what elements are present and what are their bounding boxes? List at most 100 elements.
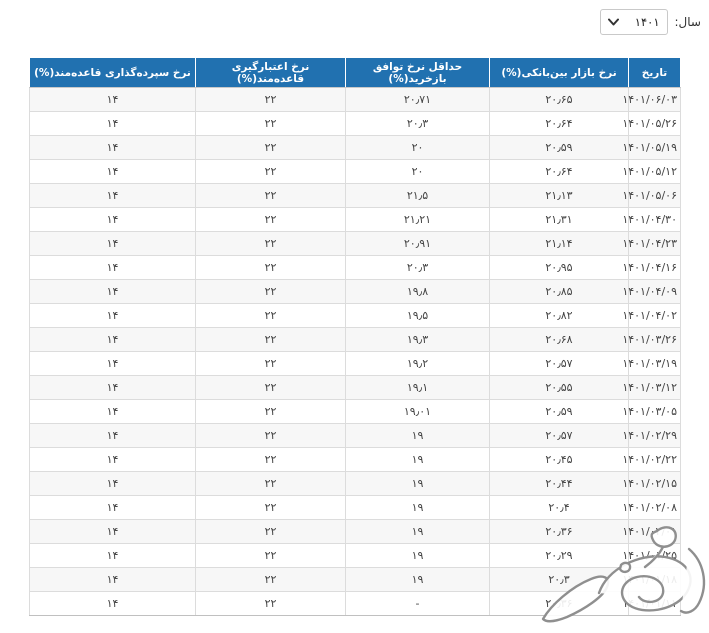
cell-date: ۱۴۰۱/۰۵/۲۶ xyxy=(622,111,681,136)
table-body: ۱۴۰۱/۰۶/۰۳ ۲۰٫۶۵ ۲۰٫۷۱ ۲۲ ۱۴ ۱۴۰۱/۰۵/۲۶ ۲۰٫۶۴ ۲… xyxy=(29,87,681,616)
table-row: ۱۴۰۱/۰۳/۱۹ ۲۰٫۵۷ ۱۹٫۲ ۲۲ ۱۴ xyxy=(29,351,681,376)
cell-regulated-credit-rate: ۲۲ xyxy=(195,255,346,280)
cell-interbank-rate: ۲۰٫۳ xyxy=(489,567,629,592)
cell-date: ۱۴۰۱/۰۱/۱۸ xyxy=(622,567,681,592)
year-value: ۱۴۰۱ xyxy=(634,15,660,29)
cell-regulated-credit-rate: ۲۲ xyxy=(195,207,346,232)
cell-interbank-rate: ۲۰٫۸۵ xyxy=(489,279,629,304)
cell-min-repo-rate: ۲۰٫۹۱ xyxy=(345,231,490,256)
table-row: ۱۴۰۱/۰۴/۰۲ ۲۰٫۸۲ ۱۹٫۵ ۲۲ ۱۴ xyxy=(29,303,681,328)
cell-regulated-credit-rate: ۲۲ xyxy=(195,279,346,304)
cell-min-repo-rate: ۲۱٫۵ xyxy=(345,183,490,208)
table-row: ۱۴۰۱/۰۵/۰۶ ۲۱٫۱۳ ۲۱٫۵ ۲۲ ۱۴ xyxy=(29,183,681,208)
cell-regulated-credit-rate: ۲۲ xyxy=(195,519,346,544)
cell-min-repo-rate: - xyxy=(345,591,490,616)
cell-min-repo-rate: ۱۹ xyxy=(345,471,490,496)
year-label: سال: xyxy=(674,15,701,29)
table-row: ۱۴۰۱/۰۲/۱۵ ۲۰٫۴۴ ۱۹ ۲۲ ۱۴ xyxy=(29,471,681,496)
cell-interbank-rate: ۲۰٫۶۴ xyxy=(489,159,629,184)
cell-regulated-deposit-rate: ۱۴ xyxy=(29,135,196,160)
cell-regulated-deposit-rate: ۱۴ xyxy=(29,519,196,544)
table-row: ۱۴۰۱/۰۲/۰۱ ۲۰٫۳۶ ۱۹ ۲۲ ۱۴ xyxy=(29,519,681,544)
cell-regulated-deposit-rate: ۱۴ xyxy=(29,279,196,304)
table-row: ۱۴۰۱/۰۴/۰۹ ۲۰٫۸۵ ۱۹٫۸ ۲۲ ۱۴ xyxy=(29,279,681,304)
header-regulated-deposit-rate: نرخ سپرده‌گذاری قاعده‌مند(%) xyxy=(29,57,196,88)
cell-regulated-credit-rate: ۲۲ xyxy=(195,495,346,520)
cell-interbank-rate: ۲۰٫۵۹ xyxy=(489,135,629,160)
cell-regulated-credit-rate: ۲۲ xyxy=(195,591,346,616)
cell-date: ۱۴۰۱/۰۵/۱۹ xyxy=(622,135,681,160)
cell-regulated-deposit-rate: ۱۴ xyxy=(29,303,196,328)
table-row: ۱۴۰۱/۰۱/۲۵ ۲۰٫۲۹ ۱۹ ۲۲ ۱۴ xyxy=(29,543,681,568)
cell-regulated-credit-rate: ۲۲ xyxy=(195,159,346,184)
cell-regulated-credit-rate: ۲۲ xyxy=(195,399,346,424)
cell-date: ۱۴۰۱/۰۴/۰۹ xyxy=(622,279,681,304)
cell-regulated-credit-rate: ۲۲ xyxy=(195,183,346,208)
cell-min-repo-rate: ۲۰٫۳ xyxy=(345,111,490,136)
cell-min-repo-rate: ۲۱٫۲۱ xyxy=(345,207,490,232)
cell-regulated-deposit-rate: ۱۴ xyxy=(29,159,196,184)
cell-regulated-deposit-rate: ۱۴ xyxy=(29,567,196,592)
cell-interbank-rate: ۲۰٫۴۴ xyxy=(489,471,629,496)
cell-date: ۱۴۰۱/۰۴/۳۰ xyxy=(622,207,681,232)
table-row: ۱۴۰۱/۰۱/۱۱ ۲۰٫۳۶-۲۲ ۱۴ xyxy=(29,591,681,616)
cell-interbank-rate: ۲۱٫۱۳ xyxy=(489,183,629,208)
cell-date: ۱۴۰۱/۰۲/۲۹ xyxy=(622,423,681,448)
cell-date: ۱۴۰۱/۰۲/۲۲ xyxy=(622,447,681,472)
cell-regulated-credit-rate: ۲۲ xyxy=(195,567,346,592)
cell-date: ۱۴۰۱/۰۳/۲۶ xyxy=(622,327,681,352)
cell-date: ۱۴۰۱/۰۴/۱۶ xyxy=(622,255,681,280)
cell-interbank-rate: ۲۰٫۴ xyxy=(489,495,629,520)
cell-regulated-credit-rate: ۲۲ xyxy=(195,447,346,472)
table-row: ۱۴۰۱/۰۵/۲۶ ۲۰٫۶۴ ۲۰٫۳ ۲۲ ۱۴ xyxy=(29,111,681,136)
cell-min-repo-rate: ۲۰ xyxy=(345,135,490,160)
cell-interbank-rate: ۲۰٫۶۴ xyxy=(489,111,629,136)
table-row: ۱۴۰۱/۰۵/۱۲ ۲۰٫۶۴ ۲۰ ۲۲ ۱۴ xyxy=(29,159,681,184)
cell-min-repo-rate: ۲۰٫۷۱ xyxy=(345,87,490,112)
cell-interbank-rate: ۲۰٫۳۶ xyxy=(489,519,629,544)
cell-regulated-credit-rate: ۲۲ xyxy=(195,543,346,568)
cell-min-repo-rate: ۱۹٫۸ xyxy=(345,279,490,304)
chevron-down-icon xyxy=(607,18,619,26)
cell-interbank-rate: ۲۱٫۳۱ xyxy=(489,207,629,232)
cell-min-repo-rate: ۱۹ xyxy=(345,447,490,472)
cell-regulated-deposit-rate: ۱۴ xyxy=(29,543,196,568)
cell-regulated-credit-rate: ۲۲ xyxy=(195,111,346,136)
table-row: ۱۴۰۱/۰۴/۲۳ ۲۱٫۱۴ ۲۰٫۹۱ ۲۲ ۱۴ xyxy=(29,231,681,256)
table-header-row: تاریخ نرخ بازار بین‌بانکی(%) حداقل نرخ ت… xyxy=(29,57,681,88)
interest-rates-table: تاریخ نرخ بازار بین‌بانکی(%) حداقل نرخ ت… xyxy=(29,57,681,616)
cell-min-repo-rate: ۲۰٫۳ xyxy=(345,255,490,280)
cell-min-repo-rate: ۱۹ xyxy=(345,567,490,592)
cell-regulated-deposit-rate: ۱۴ xyxy=(29,111,196,136)
cell-regulated-deposit-rate: ۱۴ xyxy=(29,591,196,616)
table-row: ۱۴۰۱/۰۲/۲۲ ۲۰٫۴۵ ۱۹ ۲۲ ۱۴ xyxy=(29,447,681,472)
cell-regulated-deposit-rate: ۱۴ xyxy=(29,87,196,112)
cell-interbank-rate: ۲۰٫۹۵ xyxy=(489,255,629,280)
table-row: ۱۴۰۱/۰۴/۱۶ ۲۰٫۹۵ ۲۰٫۳ ۲۲ ۱۴ xyxy=(29,255,681,280)
cell-regulated-deposit-rate: ۱۴ xyxy=(29,471,196,496)
cell-date: ۱۴۰۱/۰۳/۱۹ xyxy=(622,351,681,376)
cell-interbank-rate: ۲۰٫۵۹ xyxy=(489,399,629,424)
cell-date: ۱۴۰۱/۰۳/۰۵ xyxy=(622,399,681,424)
header-interbank-rate: نرخ بازار بین‌بانکی(%) xyxy=(489,57,629,88)
cell-min-repo-rate: ۱۹٫۱ xyxy=(345,375,490,400)
cell-min-repo-rate: ۱۹٫۳ xyxy=(345,327,490,352)
cell-regulated-deposit-rate: ۱۴ xyxy=(29,495,196,520)
cell-interbank-rate: ۲۰٫۴۵ xyxy=(489,447,629,472)
cell-interbank-rate: ۲۰٫۵۷ xyxy=(489,351,629,376)
cell-regulated-credit-rate: ۲۲ xyxy=(195,87,346,112)
cell-date: ۱۴۰۱/۰۵/۰۶ xyxy=(622,183,681,208)
table-row: ۱۴۰۱/۰۱/۱۸ ۲۰٫۳ ۱۹ ۲۲ ۱۴ xyxy=(29,567,681,592)
cell-regulated-deposit-rate: ۱۴ xyxy=(29,327,196,352)
cell-regulated-deposit-rate: ۱۴ xyxy=(29,351,196,376)
cell-interbank-rate: ۲۰٫۸۲ xyxy=(489,303,629,328)
year-select[interactable]: ۱۴۰۱ xyxy=(599,9,668,35)
cell-regulated-credit-rate: ۲۲ xyxy=(195,135,346,160)
cell-date: ۱۴۰۱/۰۱/۱۱ xyxy=(622,591,681,616)
cell-regulated-deposit-rate: ۱۴ xyxy=(29,207,196,232)
cell-date: ۱۴۰۱/۰۳/۱۲ xyxy=(622,375,681,400)
cell-regulated-deposit-rate: ۱۴ xyxy=(29,447,196,472)
header-min-repo-rate: حداقل نرخ توافق بازخرید(%) xyxy=(345,57,490,88)
cell-date: ۱۴۰۱/۰۲/۰۱ xyxy=(622,519,681,544)
cell-regulated-credit-rate: ۲۲ xyxy=(195,375,346,400)
